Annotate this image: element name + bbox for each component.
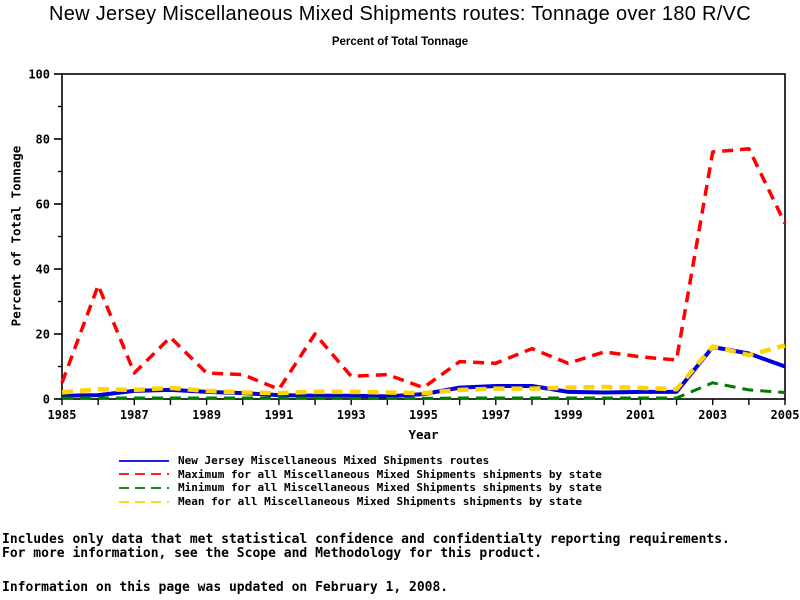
legend-label: New Jersey Miscellaneous Mixed Shipments… bbox=[178, 454, 490, 468]
x-axis-label: Year bbox=[408, 427, 439, 442]
footnote-methodology: For more information, see the Scope and … bbox=[2, 546, 543, 561]
legend-item: New Jersey Miscellaneous Mixed Shipments… bbox=[118, 454, 602, 468]
legend-item: Maximum for all Miscellaneous Mixed Ship… bbox=[118, 468, 602, 482]
legend-label: Minimum for all Miscellaneous Mixed Ship… bbox=[178, 481, 602, 495]
line-chart-plot: 0 20 40 60 80 100 1985 1987 1989 1991 1993 1995 1997… bbox=[28, 68, 800, 423]
legend-line-swatch bbox=[119, 459, 169, 462]
svg-text:40: 40 bbox=[36, 263, 50, 277]
svg-text:60: 60 bbox=[36, 198, 50, 212]
legend-item: Mean for all Miscellaneous Mixed Shipmen… bbox=[118, 495, 602, 509]
svg-text:1991: 1991 bbox=[264, 408, 293, 422]
svg-text:0: 0 bbox=[43, 393, 50, 407]
svg-text:20: 20 bbox=[36, 328, 50, 342]
svg-text:1995: 1995 bbox=[409, 408, 438, 422]
svg-text:1993: 1993 bbox=[337, 408, 366, 422]
svg-text:80: 80 bbox=[36, 133, 50, 147]
svg-text:1999: 1999 bbox=[554, 408, 583, 422]
svg-text:1985: 1985 bbox=[48, 408, 77, 422]
svg-text:1989: 1989 bbox=[192, 408, 221, 422]
svg-text:1987: 1987 bbox=[120, 408, 149, 422]
legend-line-swatch bbox=[119, 487, 169, 489]
legend-line-swatch bbox=[119, 500, 169, 503]
legend-item: Minimum for all Miscellaneous Mixed Ship… bbox=[118, 481, 602, 495]
chart-subtitle: Percent of Total Tonnage bbox=[331, 36, 469, 48]
svg-text:100: 100 bbox=[28, 68, 50, 82]
chart-legend: New Jersey Miscellaneous Mixed Shipments… bbox=[118, 454, 602, 508]
legend-line-swatch bbox=[119, 473, 169, 476]
footnote-confidence: Includes only data that met statistical … bbox=[2, 532, 730, 547]
svg-text:2005: 2005 bbox=[771, 408, 800, 422]
y-axis-label: Percent of Total Tonnage bbox=[8, 145, 24, 327]
footnote-updated: Information on this page was updated on … bbox=[2, 580, 449, 595]
page-title: New Jersey Miscellaneous Mixed Shipments… bbox=[48, 3, 752, 25]
svg-text:1997: 1997 bbox=[481, 408, 510, 422]
svg-text:2003: 2003 bbox=[698, 408, 727, 422]
legend-label: Maximum for all Miscellaneous Mixed Ship… bbox=[178, 467, 602, 481]
svg-text:2001: 2001 bbox=[626, 408, 655, 422]
legend-label: Mean for all Miscellaneous Mixed Shipmen… bbox=[178, 495, 582, 509]
